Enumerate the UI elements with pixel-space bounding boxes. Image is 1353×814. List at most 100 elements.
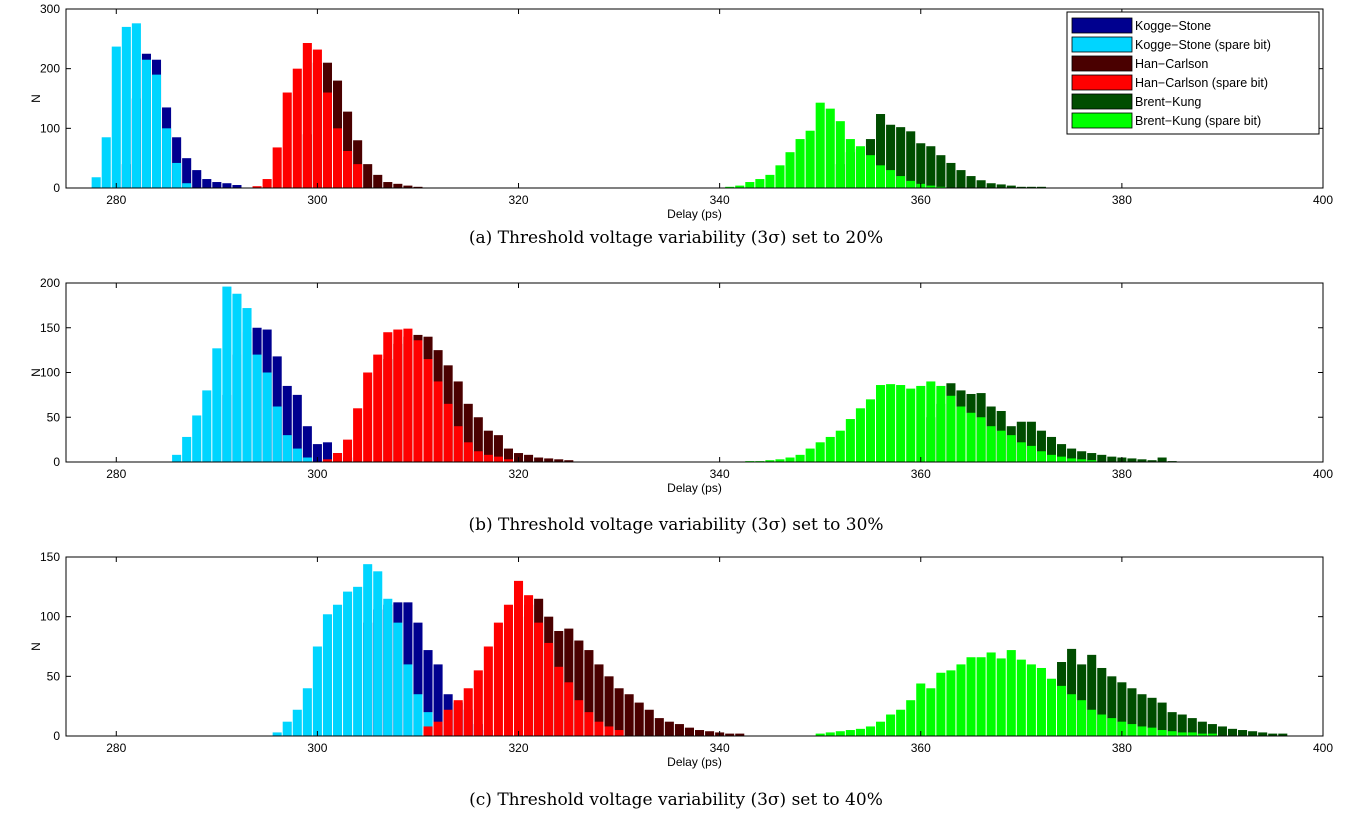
panel-c-bar-s5-b0: [815, 733, 825, 736]
panel-a-bar-s5-b20: [926, 185, 936, 188]
panel-c-bar-s1-b10: [373, 571, 383, 736]
panel-b-bar-s2-b9: [473, 417, 483, 462]
panel-a-bar-s3-b5: [302, 43, 312, 189]
panel-a-bar-s3-b2: [272, 147, 282, 188]
panel-b-bar-s5-b26: [1006, 435, 1016, 462]
panel-a-bar-s2-b6: [363, 164, 373, 188]
panel-b-bar-s4-b23: [1157, 457, 1167, 462]
panel-c-xtick-label-4: 360: [911, 741, 931, 755]
legend-swatch-1: [1071, 36, 1133, 53]
panel-c-bar-s5-b37: [1187, 732, 1197, 736]
panel-a-xtick-label-2: 320: [509, 193, 529, 207]
legend-label-0: Kogge−Stone: [1135, 19, 1211, 33]
panel-c-bar-s4-b4: [1097, 667, 1107, 736]
panel-c-bar-s4-b14: [1197, 721, 1207, 736]
panel-b-bar-s1-b6: [232, 293, 242, 462]
panel-c-xtick-label-2: 320: [509, 741, 529, 755]
panel-b-bar-s3-b8: [403, 328, 413, 462]
panel-c-bar-s5-b30: [1117, 721, 1127, 736]
panel-c-bar-s2-b21: [725, 733, 735, 736]
panel-c-bar-s5-b21: [1026, 664, 1036, 736]
panel-b-bar-s0-b10: [322, 442, 332, 462]
panel-a-bar-s5-b9: [815, 102, 825, 188]
panel-b-ytick-label-3: 150: [40, 321, 60, 335]
panel-b-bar-s4-b10: [1026, 421, 1036, 462]
panel-c-bar-s4-b15: [1207, 724, 1217, 736]
panel-b-bar-s5-b16: [906, 388, 916, 462]
panel-c-xtick-label-3: 340: [710, 741, 730, 755]
panel-b-bar-s2-b12: [503, 448, 513, 462]
legend-label-2: Han−Carlson: [1135, 57, 1208, 71]
panel-a-bar-s4-b4: [876, 114, 886, 188]
panel-c-bar-s5-b28: [1097, 714, 1107, 736]
panel-c-bar-s1-b13: [403, 664, 413, 736]
panel-b-bar-s0-b8: [302, 426, 312, 462]
panel-b-bar-s5-b7: [815, 442, 825, 462]
panel-b-bar-s5-b3: [775, 459, 785, 462]
panel-b-bar-s0-b6: [282, 385, 292, 462]
panel-a-bar-s4-b12: [956, 170, 966, 188]
panel-c-bar-s1-b9: [363, 564, 373, 736]
panel-a-bar-s4-b18: [1016, 186, 1026, 188]
panel-b-bar-s5-b12: [865, 399, 876, 462]
panel-b-bar-s3-b0: [322, 459, 332, 462]
panel-b-bar-s5-b4: [785, 457, 795, 462]
panel-a-bar-s4-b15: [986, 183, 996, 188]
panel-c-bar-s5-b25: [1067, 694, 1077, 736]
panel-a-bar-s3-b7: [322, 92, 332, 188]
panel-a-bar-s1-b0: [91, 177, 101, 188]
panel-a-bar-s3-b0: [252, 186, 262, 188]
panel-b-bar-s3-b2: [343, 439, 353, 463]
panel-a: 280 300 320 340 360 380 400 0 100 200 300 Delay (p…: [29, 2, 1333, 248]
panel-b-bar-s5-b24: [986, 426, 996, 462]
panel-c-ylabel: N: [29, 642, 43, 651]
panel-a-bar-s2-b9: [393, 183, 403, 188]
panel-a-bars: [91, 23, 1046, 189]
panel-b-bar-s5-b2: [765, 460, 775, 462]
panel-a-bar-s3-b10: [353, 164, 363, 188]
panel-a-bar-s1-b7: [162, 128, 172, 188]
panel-c-bar-s3-b3: [453, 700, 463, 736]
panel-b-bar-s4-b15: [1077, 451, 1087, 462]
panel-c-bar-s0-b7: [433, 664, 443, 736]
panel-a-bar-s1-b3: [121, 26, 131, 189]
panel-b-bar-s4-b21: [1137, 459, 1147, 462]
panel-b-bar-s5-b8: [825, 436, 835, 462]
panel-b-bar-s1-b7: [242, 308, 252, 462]
panel-c-bar-s2-b18: [695, 730, 705, 736]
panel-b-bar-s5-b25: [996, 430, 1006, 462]
panel-c-ytick-label-0: 0: [53, 729, 60, 743]
panel-b-bar-s0-b7: [292, 394, 302, 463]
panel-a-bar-s4-b16: [996, 184, 1006, 188]
panel-c-bar-s5-b16: [976, 657, 986, 736]
legend-label-1: Kogge−Stone (spare bit): [1135, 38, 1271, 52]
panel-c-bar-s2-b11: [624, 694, 634, 736]
panel-b-bar-s4-b18: [1107, 456, 1117, 462]
panel-b-xtick-label-2: 320: [509, 467, 529, 481]
panel-c-bar-s2-b9: [604, 676, 614, 736]
panel-c-bar-s3-b14: [564, 682, 574, 736]
panel-c-bar-s1-b12: [393, 622, 403, 736]
panel-c-bars: [272, 564, 1288, 736]
panel-b-bar-s1-b11: [282, 435, 292, 462]
panel-c-bar-s2-b7: [584, 650, 594, 736]
panel-c-bar-s5-b5: [865, 726, 876, 736]
panel-c-bar-s5-b10: [916, 683, 926, 736]
panel-c-bar-s5-b2: [835, 731, 845, 736]
panel-b-bar-s5-b28: [1026, 445, 1036, 462]
panel-b-bar-s5-b23: [976, 417, 986, 462]
panel-a-bar-s3-b1: [262, 179, 272, 188]
panel-c-bar-s4-b12: [1177, 714, 1187, 736]
panel-b-bar-s1-b9: [262, 372, 272, 462]
panel-b-bar-s5-b32: [1067, 458, 1077, 462]
panel-c-bar-s4-b13: [1187, 718, 1197, 736]
panel-c-bar-s5-b9: [906, 700, 916, 736]
panel-a-ytick-label-2: 200: [40, 62, 60, 76]
panel-b-xtick-label-5: 380: [1112, 467, 1132, 481]
panel-a-xtick-label-4: 360: [911, 193, 931, 207]
panel-c-bar-s1-b14: [413, 694, 423, 736]
panel-c-bar-s5-b8: [896, 709, 906, 736]
panel-b-bar-s4-b13: [1057, 444, 1067, 462]
panel-b-bar-s5-b34: [1087, 460, 1097, 462]
panel-b-bar-s3-b11: [433, 381, 443, 462]
